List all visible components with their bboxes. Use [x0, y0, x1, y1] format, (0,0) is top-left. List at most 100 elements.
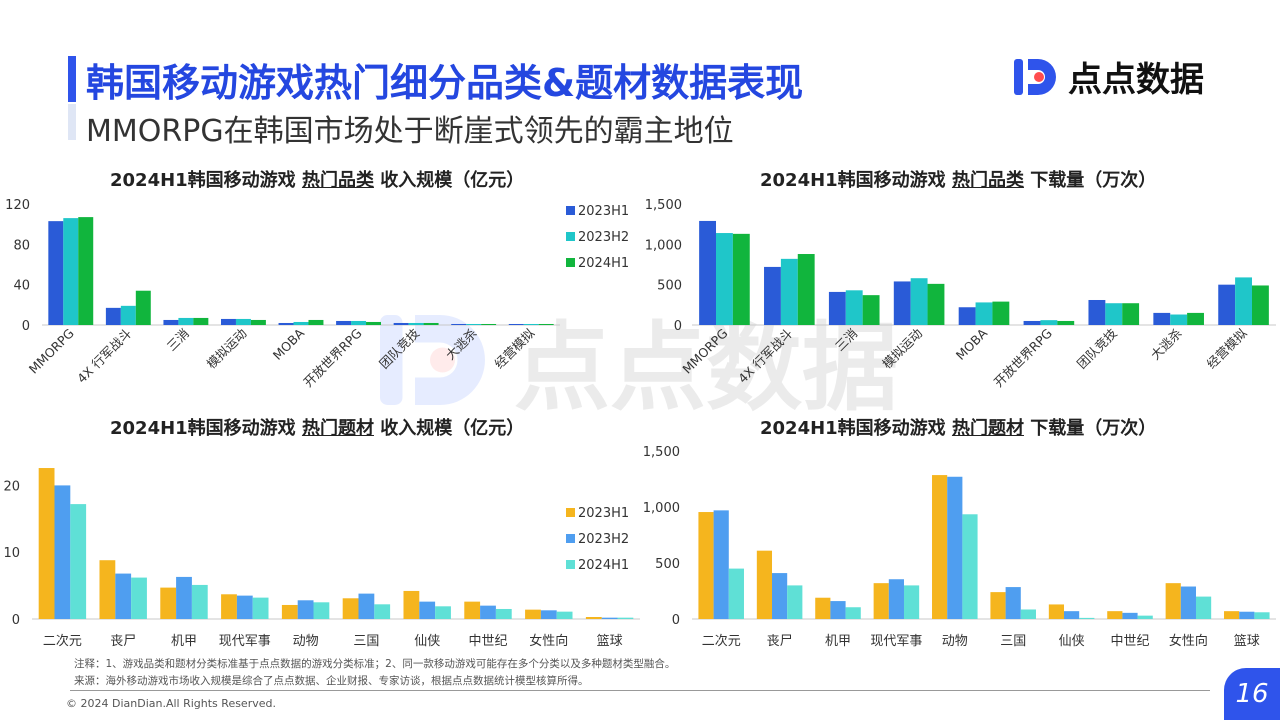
- bar-2023H2: [419, 601, 436, 619]
- x-tick-label: 机甲: [171, 634, 197, 649]
- bar-2023H1: [585, 616, 602, 619]
- y-tick-label: 1,000: [643, 501, 680, 516]
- bar-2023H1: [99, 560, 116, 619]
- x-tick-label: 二次元: [43, 633, 82, 649]
- bar-2023H2: [466, 323, 482, 325]
- legend-swatch: [566, 508, 575, 517]
- bar-2023H2: [947, 476, 963, 619]
- legend-label: 2023H2: [578, 532, 629, 547]
- bar-2024H1: [193, 317, 209, 325]
- y-tick-label: 0: [674, 319, 682, 334]
- bar-2024H1: [366, 321, 382, 325]
- x-tick-label: 二次元: [702, 633, 741, 649]
- y-tick-label: 80: [13, 238, 30, 253]
- bar-2023H2: [120, 305, 136, 325]
- bar-2023H1: [1218, 284, 1236, 325]
- x-tick-label: 女性向: [529, 633, 568, 649]
- x-tick-label: 动物: [293, 634, 319, 649]
- bar-2023H1: [1107, 611, 1123, 619]
- bar-2023H1: [221, 594, 237, 619]
- bar-2024H1: [1137, 615, 1153, 619]
- x-tick-label: 动物: [942, 634, 968, 649]
- x-tick-label: 中世纪: [1110, 634, 1149, 649]
- x-tick-label: 机甲: [825, 634, 851, 649]
- bar-2024H1: [1187, 312, 1204, 325]
- bar-2024H1: [78, 217, 94, 325]
- bar-2023H2: [540, 610, 557, 619]
- bar-2023H2: [845, 290, 863, 325]
- bar-2023H1: [1048, 604, 1065, 619]
- chart-title-category-revenue: 2024H1韩国移动游戏 热门品类 收入规模（亿元）: [110, 170, 525, 191]
- bar-2023H2: [772, 573, 788, 619]
- x-tick-label: 三国: [1000, 634, 1026, 649]
- x-tick-label: 女性向: [1169, 633, 1208, 649]
- bar-2023H2: [358, 593, 375, 619]
- x-tick-label: 篮球: [1234, 634, 1260, 649]
- legend-label: 2023H1: [578, 204, 629, 219]
- bar-2024H1: [1122, 303, 1140, 325]
- bar-2023H1: [163, 319, 179, 325]
- bar-2023H1: [525, 609, 541, 619]
- bar-2023H1: [815, 597, 831, 619]
- bar-2023H1: [958, 307, 976, 325]
- bar-2023H2: [601, 617, 618, 619]
- bar-2023H1: [873, 583, 889, 619]
- bar-2023H1: [698, 512, 714, 619]
- bar-2023H1: [764, 266, 781, 325]
- bar-2023H2: [975, 302, 993, 325]
- bar-2023H1: [828, 291, 846, 325]
- legend-label: 2023H1: [578, 506, 629, 521]
- bar-2023H2: [176, 576, 192, 619]
- x-tick-label: 篮球: [597, 634, 623, 649]
- copyright: © 2024 DianDian.All Rights Reserved.: [66, 697, 276, 710]
- x-tick-label: 仙侠: [414, 634, 440, 649]
- bar-2024H1: [135, 290, 151, 325]
- y-tick-label: 40: [13, 279, 30, 294]
- bar-2023H2: [1064, 611, 1080, 619]
- bar-2024H1: [308, 319, 324, 325]
- dd-logo-icon: [1014, 58, 1056, 95]
- y-tick-label: 500: [657, 279, 682, 294]
- bar-2024H1: [538, 323, 554, 325]
- subtitle-accent-bar: [68, 104, 76, 140]
- y-tick-label: 1,000: [645, 238, 682, 253]
- bar-2023H1: [990, 592, 1006, 619]
- page-title: 韩国移动游戏热门细分品类&题材数据表现: [86, 61, 804, 105]
- bar-2023H2: [830, 601, 846, 619]
- bar-2024H1: [728, 568, 744, 619]
- x-tick-label: 仙侠: [1059, 634, 1085, 649]
- bar-2023H2: [1005, 587, 1021, 619]
- y-tick-label: 0: [22, 319, 30, 334]
- bar-2024H1: [252, 597, 269, 619]
- bar-2023H1: [932, 475, 948, 619]
- x-tick-label: 丧尸: [110, 634, 136, 649]
- bar-2023H2: [713, 510, 729, 619]
- legend-swatch: [566, 232, 575, 241]
- bar-2024H1: [131, 577, 147, 619]
- bar-2023H1: [278, 322, 294, 325]
- bar-2023H1: [403, 590, 420, 619]
- bar-2023H2: [1180, 586, 1196, 619]
- bar-2023H1: [105, 307, 121, 325]
- bar-2023H2: [1170, 314, 1188, 325]
- bar-2023H2: [716, 233, 733, 325]
- bar-2024H1: [1254, 612, 1270, 619]
- bar-2023H1: [393, 322, 409, 325]
- bar-2023H1: [1023, 320, 1041, 325]
- legend-swatch: [566, 206, 575, 215]
- bar-2024H1: [732, 233, 750, 325]
- bar-2023H1: [893, 281, 911, 325]
- bar-2023H2: [178, 317, 194, 325]
- bar-2023H1: [48, 221, 64, 325]
- bar-2023H2: [910, 278, 928, 325]
- bar-2023H1: [699, 220, 717, 325]
- page-number: 16: [1224, 668, 1280, 720]
- chart-title-theme-downloads: 2024H1韩国移动游戏 热门题材 下载量（万次）: [760, 418, 1157, 439]
- bar-2024H1: [962, 514, 978, 619]
- legend-swatch: [566, 560, 575, 569]
- bar-2024H1: [70, 504, 87, 619]
- bar-2024H1: [927, 283, 945, 325]
- y-tick-label: 120: [5, 198, 30, 213]
